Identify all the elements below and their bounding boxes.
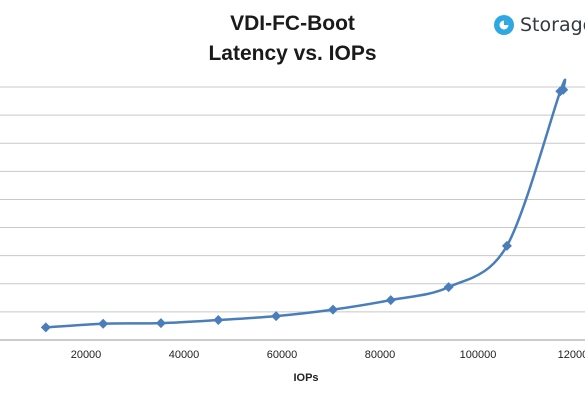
x-tick-label: 120000 — [558, 349, 585, 361]
chart-subtitle: Latency vs. IOPs — [208, 42, 377, 65]
data-point — [40, 322, 51, 333]
data-point — [385, 295, 396, 306]
storage-logo: Storage — [493, 14, 585, 36]
data-point — [558, 84, 569, 95]
x-axis-label: IOPs — [293, 372, 318, 384]
logo-text: Storage — [520, 14, 585, 36]
x-tick-label: 100000 — [460, 349, 497, 361]
series — [40, 78, 569, 333]
x-tick-label: 60000 — [267, 349, 298, 361]
x-tick-label: 80000 — [365, 349, 396, 361]
gridlines — [0, 86, 585, 341]
series-line — [45, 78, 567, 329]
data-point — [443, 282, 454, 293]
data-point — [213, 315, 224, 326]
data-point — [155, 318, 166, 329]
chart-title: VDI-FC-Boot — [230, 12, 355, 35]
storage-logo-icon — [494, 15, 514, 35]
data-point — [271, 311, 282, 322]
x-tick-label: 20000 — [71, 349, 102, 361]
data-point — [501, 240, 512, 251]
x-axis-ticks: 20000 40000 60000 80000 100000 120000 — [71, 349, 585, 361]
x-tick-label: 40000 — [169, 349, 200, 361]
data-point — [98, 318, 109, 329]
data-point — [327, 304, 338, 315]
